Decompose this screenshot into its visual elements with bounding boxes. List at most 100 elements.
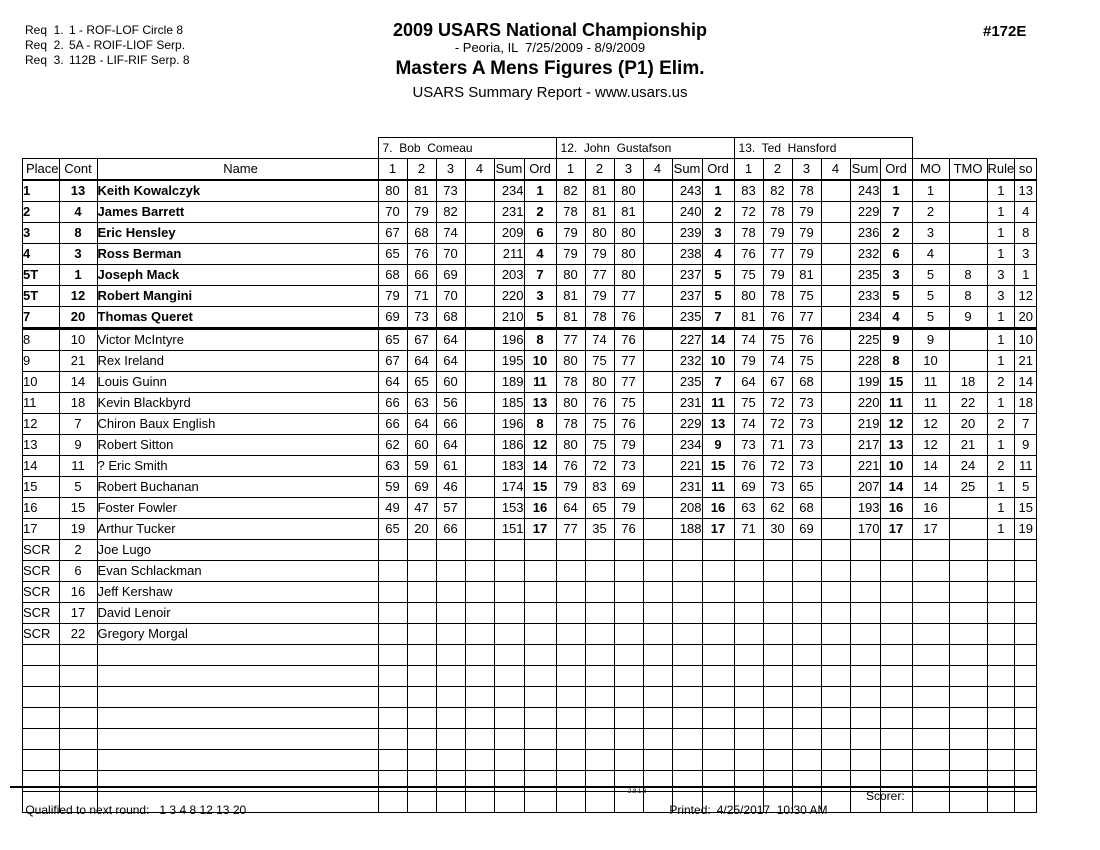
ord-cell xyxy=(523,644,557,666)
score-cell: 70 xyxy=(435,243,466,265)
score-cell xyxy=(584,749,615,771)
score-cell: 77 xyxy=(791,306,822,330)
sum-cell: 196 xyxy=(493,328,525,351)
score-cell xyxy=(464,434,495,456)
mo-cell: 14 xyxy=(911,476,950,498)
ord-cell: 16 xyxy=(523,497,557,519)
score-cell xyxy=(464,201,495,223)
name-cell: James Barrett xyxy=(96,201,379,223)
name-cell: Thomas Queret xyxy=(96,306,379,330)
score-cell xyxy=(733,665,764,687)
ord-cell xyxy=(701,749,735,771)
rule-cell: 1 xyxy=(986,497,1016,519)
score-cell: 77 xyxy=(613,285,644,307)
footer-divider xyxy=(10,786,1037,788)
score-cell xyxy=(642,623,673,645)
score-cell xyxy=(555,623,586,645)
score-cell: 76 xyxy=(613,306,644,330)
sum-cell xyxy=(849,644,881,666)
score-cell xyxy=(406,539,437,561)
score-cell: 73 xyxy=(791,434,822,456)
cont-cell: 8 xyxy=(58,222,98,244)
so-cell xyxy=(1014,665,1038,687)
name-cell xyxy=(96,644,379,666)
score-cell: 69 xyxy=(733,476,764,498)
place-cell xyxy=(22,665,60,687)
rule-cell: 1 xyxy=(986,476,1016,498)
score-cell xyxy=(464,413,495,435)
score-cell: 69 xyxy=(613,476,644,498)
rule-cell: 1 xyxy=(986,350,1016,372)
cont-cell: 11 xyxy=(58,455,98,477)
ord-cell xyxy=(523,665,557,687)
score-cell xyxy=(584,791,615,813)
ord-cell xyxy=(879,665,913,687)
sum-cell: 220 xyxy=(849,392,881,414)
sum-cell xyxy=(671,602,703,624)
printed-line: Printed: 4/25/2017 10:30 AM xyxy=(656,789,827,831)
so-cell xyxy=(1014,749,1038,771)
ord-cell xyxy=(523,791,557,813)
score-cell: 78 xyxy=(555,201,586,223)
score-cell xyxy=(464,243,495,265)
event-number: #172E xyxy=(983,23,1027,40)
score-cell: 66 xyxy=(377,392,408,414)
score-cell xyxy=(464,476,495,498)
score-cell xyxy=(613,581,644,603)
ord-cell: 13 xyxy=(701,413,735,435)
score-cell xyxy=(762,539,793,561)
so-cell xyxy=(1014,602,1038,624)
score-cell xyxy=(820,728,851,750)
score-cell xyxy=(820,264,851,286)
judge-subcolumn-header: Sum xyxy=(849,158,881,181)
scratch-row: SCR 17 David Lenoir xyxy=(22,602,1038,624)
score-cell xyxy=(613,539,644,561)
ord-cell: 8 xyxy=(879,350,913,372)
score-cell xyxy=(820,201,851,223)
cont-cell: 21 xyxy=(58,350,98,372)
score-cell: 79 xyxy=(762,222,793,244)
score-cell xyxy=(733,707,764,729)
score-cell: 20 xyxy=(406,518,437,540)
score-cell xyxy=(642,413,673,435)
sum-cell xyxy=(493,623,525,645)
score-cell xyxy=(642,602,673,624)
ord-cell: 16 xyxy=(701,497,735,519)
mo-cell: 5 xyxy=(911,285,950,307)
place-cell: 11 xyxy=(22,392,60,414)
sum-cell xyxy=(493,644,525,666)
ord-cell: 17 xyxy=(701,518,735,540)
tmo-cell: 21 xyxy=(948,434,988,456)
ord-cell xyxy=(879,560,913,582)
score-cell xyxy=(642,497,673,519)
table-row: 13 9 Robert Sitton 62 60 64 186 12 80 75 79 234 9 73 7… xyxy=(22,434,1038,456)
sum-cell: 211 xyxy=(493,243,525,265)
ord-cell: 1 xyxy=(879,179,913,202)
score-cell xyxy=(464,707,495,729)
so-cell: 18 xyxy=(1014,392,1038,414)
score-cell xyxy=(642,560,673,582)
ord-cell: 10 xyxy=(523,350,557,372)
mo-cell xyxy=(911,791,950,813)
score-cell: 77 xyxy=(584,264,615,286)
score-cell xyxy=(642,749,673,771)
rule-cell: 3 xyxy=(986,285,1016,307)
place-cell: 1 xyxy=(22,179,60,202)
score-cell: 60 xyxy=(406,434,437,456)
score-cell: 79 xyxy=(584,243,615,265)
tmo-cell xyxy=(948,201,988,223)
score-cell xyxy=(555,686,586,708)
score-cell xyxy=(820,497,851,519)
mo-cell xyxy=(911,644,950,666)
table-row: 9 21 Rex Ireland 67 64 64 195 10 80 75 77 232 10 79 74… xyxy=(22,350,1038,372)
sum-cell xyxy=(671,560,703,582)
score-cell xyxy=(762,707,793,729)
score-cell xyxy=(820,179,851,202)
ord-cell xyxy=(523,707,557,729)
judge-subcolumn-header: Sum xyxy=(493,158,525,181)
score-cell xyxy=(464,285,495,307)
so-cell xyxy=(1014,707,1038,729)
sum-cell: 234 xyxy=(493,179,525,202)
ord-cell xyxy=(523,581,557,603)
place-cell: SCR xyxy=(22,602,60,624)
